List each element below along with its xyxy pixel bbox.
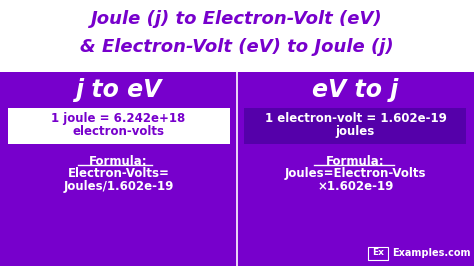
Text: Joule (j) to Electron-Volt (eV): Joule (j) to Electron-Volt (eV) — [91, 10, 383, 28]
Text: Electron-Volts=: Electron-Volts= — [68, 167, 169, 180]
FancyBboxPatch shape — [8, 108, 230, 144]
Text: electron-volts: electron-volts — [73, 125, 164, 138]
Text: Formula:: Formula: — [326, 155, 385, 168]
Text: j to eV: j to eV — [75, 78, 162, 102]
FancyBboxPatch shape — [0, 0, 474, 72]
Text: ×1.602e-19: ×1.602e-19 — [317, 180, 394, 193]
Text: joules: joules — [336, 125, 375, 138]
Text: Ex: Ex — [372, 248, 384, 257]
Text: 1 joule = 6.242e+18: 1 joule = 6.242e+18 — [51, 112, 186, 125]
FancyBboxPatch shape — [368, 247, 388, 260]
FancyBboxPatch shape — [244, 108, 466, 144]
Text: Joules/1.602e-19: Joules/1.602e-19 — [64, 180, 173, 193]
Text: & Electron-Volt (eV) to Joule (j): & Electron-Volt (eV) to Joule (j) — [80, 38, 394, 56]
Text: Formula:: Formula: — [89, 155, 148, 168]
Text: eV to j: eV to j — [312, 78, 399, 102]
Text: Joules=Electron-Volts: Joules=Electron-Volts — [285, 167, 426, 180]
Text: 1 electron-volt = 1.602e-19: 1 electron-volt = 1.602e-19 — [264, 112, 447, 125]
FancyBboxPatch shape — [0, 72, 474, 266]
Text: Examples.com: Examples.com — [392, 248, 471, 258]
